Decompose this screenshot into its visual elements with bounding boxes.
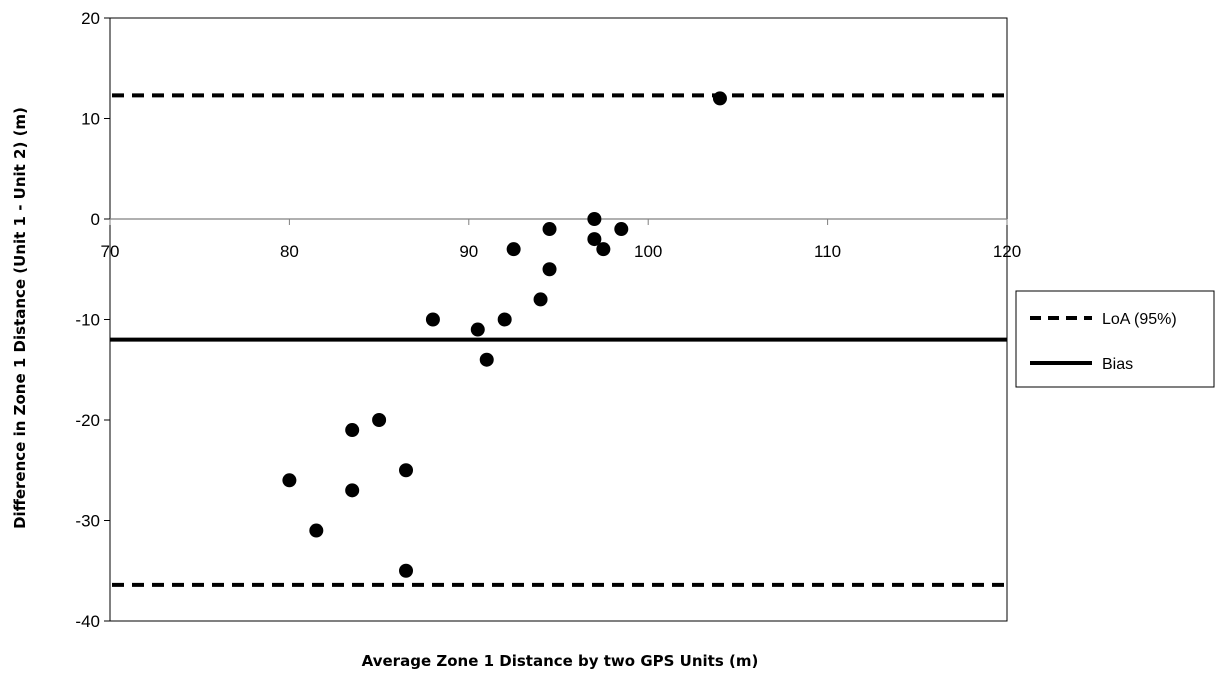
y-tick-label: 0: [91, 210, 100, 229]
data-point: [542, 262, 557, 277]
x-tick-label: 100: [634, 242, 662, 261]
y-axis: 20 10 0 -10 -20 -30 -40: [75, 9, 110, 631]
data-point: [345, 423, 360, 438]
data-point: [470, 322, 485, 337]
data-point: [614, 222, 629, 237]
x-axis-title: Average Zone 1 Distance by two GPS Units…: [362, 652, 759, 670]
data-point: [372, 413, 387, 427]
plot-area-border: [109, 17, 1008, 622]
plot-frame: [109, 17, 1008, 622]
y-tick-label: -20: [75, 411, 100, 430]
data-point: [425, 312, 440, 327]
y-tick-label: 20: [81, 9, 100, 28]
x-axis: 70 80 90 100 110 120: [101, 218, 1021, 261]
data-point: [533, 292, 548, 307]
data-point: [506, 242, 521, 257]
legend-box: [1015, 290, 1215, 388]
data-point: [309, 523, 324, 538]
data-point: [345, 483, 360, 498]
y-tick-label: -30: [75, 512, 100, 531]
data-point: [596, 242, 611, 257]
y-tick-label: 10: [81, 110, 100, 129]
y-tick-label: -40: [75, 612, 100, 631]
data-point: [587, 232, 602, 247]
data-points: [282, 91, 727, 578]
data-point: [399, 563, 414, 578]
data-point: [587, 212, 602, 226]
x-tick-label: 70: [101, 242, 120, 261]
legend-loa-label: LoA (95%): [1102, 311, 1177, 328]
data-point: [399, 463, 414, 478]
reference-lines: [110, 93, 1007, 587]
legend-bias-label: Bias: [1102, 356, 1133, 373]
data-point: [497, 312, 512, 327]
x-tick-label: 120: [993, 242, 1021, 261]
data-point: [282, 473, 297, 488]
x-tick-label: 110: [814, 242, 841, 261]
legend: LoA (95%) Bias: [1015, 290, 1215, 388]
x-tick-label: 80: [280, 242, 299, 261]
y-tick-label: -10: [75, 311, 100, 330]
data-point: [712, 91, 727, 106]
x-tick-label: 90: [459, 242, 478, 261]
data-point: [479, 352, 494, 367]
y-axis-title: Difference in Zone 1 Distance (Unit 1 - …: [11, 107, 29, 529]
data-point: [542, 222, 557, 237]
